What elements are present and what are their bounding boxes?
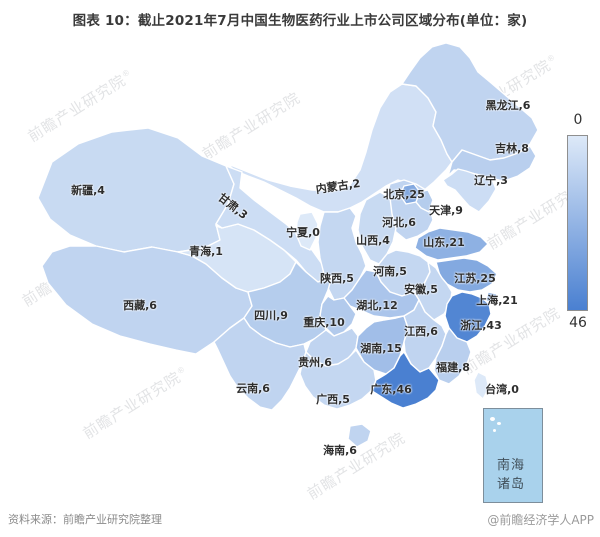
inset-label: 南海 诸岛	[497, 458, 526, 493]
province-shape-fujian[interactable]	[433, 327, 472, 385]
province-shape-guangdong[interactable]	[371, 351, 440, 409]
province-shape-taiwan[interactable]	[473, 371, 490, 400]
province-shape-tianjin[interactable]	[415, 189, 434, 213]
legend-min-label: 0	[573, 112, 583, 128]
province-shape-heilongjiang[interactable]	[401, 42, 539, 163]
province-shape-chongqing[interactable]	[319, 295, 357, 337]
islet-dot	[493, 429, 496, 432]
province-shape-zhejiang[interactable]	[444, 291, 492, 343]
chart-title: 图表 10：截止2021年7月中国生物医药行业上市公司区域分布(单位：家)	[72, 13, 528, 29]
province-shape-ningxia[interactable]	[295, 211, 319, 251]
legend-max-label: 46	[569, 315, 587, 331]
province-shape-xinjiang[interactable]	[37, 127, 235, 253]
legend-gradient-bar	[567, 135, 588, 311]
credit-note: @前瞻经济学人APP	[487, 513, 594, 527]
province-shape-hainan[interactable]	[347, 423, 372, 448]
province-shape-hubei[interactable]	[343, 269, 420, 319]
islet-dot	[497, 422, 501, 425]
province-shape-shandong[interactable]	[414, 227, 489, 261]
province-shape-jiangxi[interactable]	[403, 299, 447, 373]
province-shape-liaoning[interactable]	[442, 168, 497, 213]
islet-dot	[490, 417, 495, 421]
color-legend: 0 46	[560, 112, 596, 342]
province-shape-shanghai[interactable]	[485, 291, 498, 304]
south-china-sea-inset: 南海 诸岛	[483, 408, 543, 503]
source-note: 资料来源：前瞻产业研究院整理	[8, 513, 162, 526]
province-shape-yunnan[interactable]	[213, 317, 307, 411]
